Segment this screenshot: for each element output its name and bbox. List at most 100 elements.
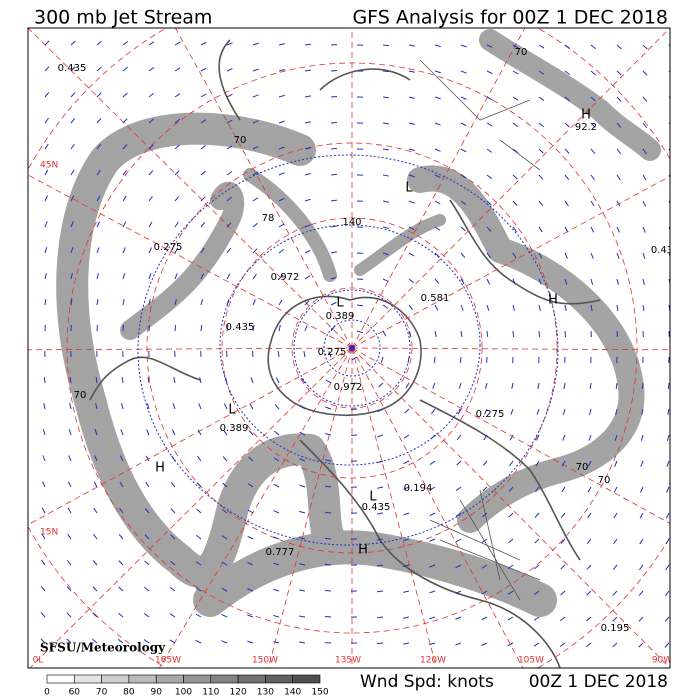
wind-arrow	[197, 455, 202, 462]
wind-arrow	[174, 247, 179, 254]
colorbar-bin	[237, 674, 266, 684]
wind-arrow	[147, 377, 150, 384]
wind-arrow	[616, 44, 622, 50]
wind-arrow	[170, 560, 176, 566]
wind-arrow	[148, 67, 155, 72]
wind-arrow	[67, 533, 72, 540]
wind-arrow	[668, 200, 670, 205]
wind-arrow	[118, 560, 124, 566]
wind-arrow	[486, 44, 493, 48]
wind-arrow	[325, 459, 332, 462]
wind-arrow	[66, 559, 72, 566]
wind-arrow	[590, 122, 596, 128]
longitude-label: 120W	[420, 656, 446, 666]
wind-arrow	[252, 197, 259, 202]
wind-arrow	[616, 148, 622, 155]
wind-arrow	[408, 252, 415, 257]
wind-arrow	[174, 170, 180, 176]
wind-arrow	[223, 429, 228, 436]
wind-arrow	[299, 431, 306, 436]
wind-arrow	[120, 429, 124, 436]
wind-arrow	[586, 616, 592, 622]
wind-arrow	[169, 639, 176, 644]
wind-arrow	[485, 382, 488, 389]
wind-arrow	[589, 382, 592, 390]
wind-arrow	[96, 143, 102, 150]
wind-arrow	[455, 538, 462, 543]
wind-arrow	[482, 460, 488, 466]
wind-arrow	[590, 200, 595, 207]
wind-arrow	[403, 590, 410, 593]
contour-label: 70	[234, 135, 247, 146]
wind-arrow	[586, 538, 592, 544]
wind-arrow	[486, 122, 493, 127]
wind-arrow	[408, 44, 415, 47]
wind-arrow	[538, 96, 545, 101]
wind-arrow	[226, 222, 232, 228]
wind-arrow	[299, 404, 306, 410]
wind-arrow	[250, 377, 254, 384]
wind-arrow	[144, 586, 150, 592]
wind-arrow	[330, 276, 337, 280]
wind-arrow	[508, 486, 514, 492]
wind-arrow	[170, 508, 176, 514]
wind-arrow	[330, 326, 336, 332]
wind-arrow	[70, 298, 73, 306]
wind-arrow	[148, 299, 151, 306]
wind-arrow	[616, 70, 622, 76]
wind-arrow	[560, 512, 566, 519]
wind-arrow	[70, 118, 76, 124]
colorbar-bin	[265, 674, 293, 684]
wind-arrow	[642, 70, 648, 76]
wind-arrow	[564, 70, 571, 76]
wind-arrow	[664, 590, 670, 597]
wind-arrow	[486, 174, 493, 180]
colorbar-bin	[46, 674, 75, 684]
wind-arrow	[564, 96, 570, 102]
wind-arrow	[44, 298, 47, 306]
wind-arrow	[122, 66, 128, 72]
wind-arrow	[195, 639, 202, 644]
wind-arrow	[377, 460, 384, 464]
longitude-label: 165W	[155, 656, 181, 666]
wind-arrow	[122, 299, 125, 306]
wind-arrow	[382, 226, 389, 229]
wind-arrow	[247, 588, 254, 592]
wind-arrow	[641, 382, 644, 390]
wind-arrow	[538, 70, 545, 75]
longitude-label: 105W	[518, 656, 544, 666]
wind-arrow	[174, 221, 179, 228]
wind-arrow	[92, 586, 98, 592]
wind-arrow	[616, 226, 620, 233]
wind-arrow	[44, 66, 50, 72]
contour-label: 0.389	[220, 423, 249, 434]
contour-label: 0.435	[58, 63, 87, 74]
wind-arrow	[455, 642, 462, 646]
wind-arrow	[535, 460, 540, 467]
wind-arrow	[538, 174, 544, 180]
wind-arrow	[481, 616, 488, 621]
wind-arrow	[559, 616, 566, 622]
wind-arrow	[170, 481, 176, 488]
wind-arrow	[221, 535, 228, 540]
wind-arrow	[612, 616, 618, 622]
wind-arrow	[304, 198, 311, 202]
wind-arrow	[615, 382, 618, 390]
wind-arrow	[252, 145, 259, 150]
wind-arrow	[221, 561, 228, 566]
title: 300 mb Jet Stream	[34, 7, 212, 29]
wind-arrow	[486, 200, 492, 206]
wind-arrow	[249, 403, 254, 410]
wind-arrow	[200, 41, 207, 46]
wind-arrow	[304, 121, 311, 124]
wind-arrow	[564, 44, 571, 49]
wind-arrow	[248, 456, 254, 462]
wind-arrow	[590, 226, 595, 233]
wind-arrow	[486, 96, 493, 101]
wind-arrow	[43, 403, 46, 410]
wind-arrow	[382, 44, 390, 47]
wind-arrow	[403, 642, 410, 645]
wind-arrow	[534, 538, 540, 544]
wind-arrow	[195, 587, 202, 592]
